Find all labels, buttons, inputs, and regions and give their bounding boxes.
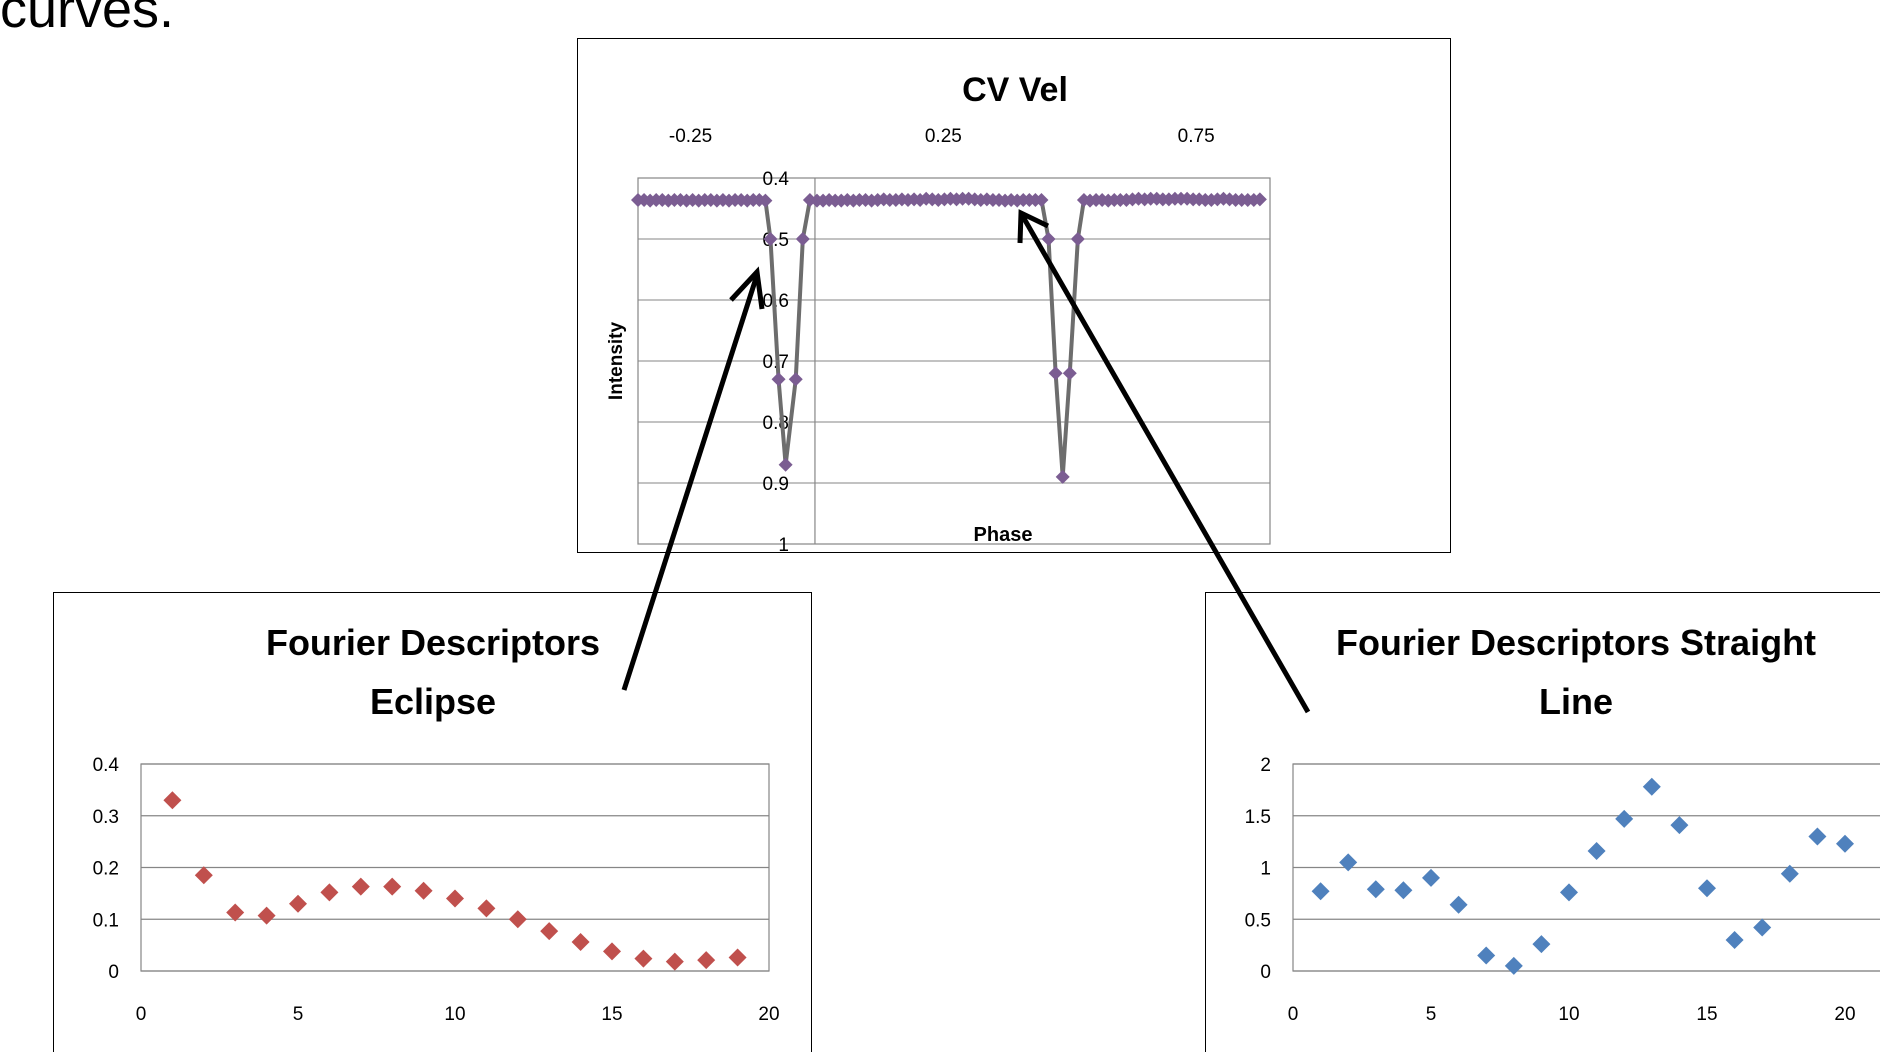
chart-title: CV Vel [962,71,1068,109]
x-tick-label: 0.25 [925,126,962,147]
data-point [763,232,778,246]
chart-title: Fourier Descriptors Straight [1336,622,1816,663]
data-point [603,942,621,961]
data-point [446,889,464,908]
data-point [383,877,402,896]
x-tick-label: 0.75 [1178,126,1215,147]
data-point [1642,777,1661,796]
y-tick-label: 0.8 [763,413,789,434]
data-point [1041,232,1056,246]
data-point [1366,880,1385,899]
plot-area [1292,763,1880,972]
x-tick-label: 5 [293,1004,304,1025]
data-point [540,922,559,941]
data-point [1587,841,1606,860]
data-point [414,881,433,900]
data-point [289,894,307,913]
data-point [477,899,496,918]
data-point [508,910,527,929]
y-tick-label: 0.4 [763,169,790,190]
data-point [320,883,339,902]
y-tick-label: 1 [1260,859,1271,880]
data-point [1449,895,1468,914]
y-tick-label: 0.1 [93,910,119,931]
y-tick-label: 0.3 [93,807,119,828]
data-point [1753,918,1772,937]
data-point [1422,868,1440,887]
y-tick-label: 2 [1260,755,1271,776]
data-point [1780,864,1799,883]
x-tick-label: 0 [136,1004,147,1025]
y-tick-label: 0.9 [763,474,789,495]
x-axis-title: Phase [974,524,1033,546]
data-point [788,372,803,387]
x-tick-label: 10 [444,1004,465,1025]
data-point [1725,930,1744,949]
data-point [257,906,276,925]
data-point [351,877,370,896]
data-point [1615,809,1634,828]
data-point [778,457,793,472]
data-point [163,791,182,810]
y-tick-label: 1.5 [1245,807,1271,828]
data-point [1670,816,1689,835]
data-point [1532,935,1551,954]
y-tick-label: 0.5 [1245,910,1271,931]
y-tick-label: 1 [778,535,789,554]
data-point [1252,192,1267,207]
x-tick-label: 0 [1288,1004,1299,1025]
x-tick-label: 20 [758,1004,779,1025]
data-point [728,948,747,967]
x-tick-label: 15 [601,1004,622,1025]
y-axis-title: Intensity [606,322,627,401]
x-tick-label: 5 [1426,1004,1437,1025]
chart-title: Eclipse [370,681,496,722]
data-point [665,952,684,971]
data-point [771,372,786,387]
fourier-eclipse-svg: Fourier Descriptors Eclipse 0.4 0.3 0.2 0.1 00… [93,622,780,1025]
chart-title: Fourier Descriptors [266,622,600,663]
fourier-eclipse-chart: Fourier Descriptors Eclipse 0.4 0.3 0.2 0.1 0 0… [53,592,812,1052]
data-point [1394,881,1413,900]
data-point [1698,879,1716,898]
y-tick-label: 0.4 [93,755,120,776]
data-point [1339,853,1358,872]
data-point [1070,232,1085,246]
data-point [634,949,653,968]
data-point [1560,883,1578,902]
series-line [638,196,1261,479]
data-point [1808,827,1827,846]
data-point [1836,834,1854,853]
data-point [1062,366,1077,381]
data-point [226,903,245,922]
x-tick-label: 10 [1558,1004,1579,1025]
data-point [697,951,716,970]
x-tick-label: 15 [1696,1004,1717,1025]
data-point [1055,469,1070,484]
data-point [1311,882,1330,901]
chart-title: Line [1539,681,1613,722]
data-point [1477,946,1496,965]
x-tick-label: 20 [1834,1004,1855,1025]
y-tick-label: 0.2 [93,859,119,880]
data-point [1504,956,1523,975]
cv-vel-chart: CV Vel0.40.50.60.70.80.91-0.250.250.75Ph… [577,38,1451,554]
data-point [795,232,810,246]
cv-vel-svg: CV Vel0.40.50.60.70.80.91-0.250.250.75Ph… [606,71,1271,554]
caption-text: curves. [0,0,175,39]
data-point [1048,366,1063,381]
data-point [1034,192,1049,207]
data-point [194,866,213,885]
plot-area [140,763,770,972]
data-point [571,933,590,952]
fourier-straight-line-chart: Fourier Descriptors Straight Line 2 1.5 1 0.5… [1205,592,1880,1052]
data-point [758,193,773,208]
y-tick-label: 0 [108,962,119,983]
y-tick-label: 0 [1260,962,1271,983]
fourier-straight-line-svg: Fourier Descriptors Straight Line 2 1.5 1 0.5… [1245,622,1880,1025]
x-tick-label: -0.25 [669,126,712,147]
